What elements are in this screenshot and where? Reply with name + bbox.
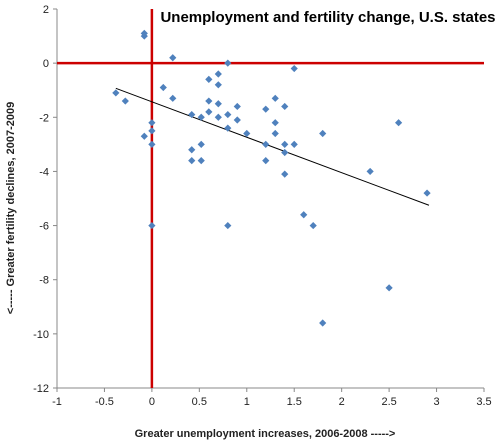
plot-frame <box>56 9 484 389</box>
data-point <box>159 83 167 92</box>
data-point <box>214 81 222 89</box>
data-point <box>281 102 289 111</box>
data-point <box>281 148 289 157</box>
data-point <box>188 157 196 165</box>
data-point <box>148 140 156 148</box>
x-tick-label: -1 <box>52 396 62 408</box>
x-tick-label: 0.5 <box>192 396 207 408</box>
x-tick-label: 2.5 <box>381 396 396 408</box>
data-point <box>205 108 213 116</box>
data-point <box>214 70 222 78</box>
x-tick-label: 3 <box>433 396 439 408</box>
trendline-group <box>115 87 430 206</box>
y-tick-label: -8 <box>39 275 49 287</box>
data-point <box>224 59 232 67</box>
data-point <box>148 119 156 127</box>
data-point <box>385 284 393 292</box>
y-tick-label: 0 <box>43 58 49 70</box>
data-point <box>271 94 279 102</box>
reference-lines <box>57 9 484 388</box>
data-points <box>112 29 431 327</box>
x-tick-label: 1.5 <box>287 396 302 408</box>
data-point <box>188 110 196 119</box>
x-tick-label: 2 <box>339 396 345 408</box>
data-point <box>233 102 241 111</box>
data-point <box>233 116 241 124</box>
data-point <box>290 140 298 148</box>
data-point <box>197 113 205 121</box>
data-point <box>197 157 205 165</box>
data-point <box>188 146 196 154</box>
data-point <box>197 140 205 148</box>
data-point <box>290 64 298 73</box>
y-tick-label: -12 <box>33 383 49 395</box>
data-point <box>214 100 222 108</box>
data-point <box>366 167 374 176</box>
data-point <box>112 89 120 97</box>
x-tick-label: 0 <box>149 396 155 408</box>
data-point <box>281 140 289 148</box>
y-tick-label: -2 <box>39 112 49 124</box>
data-point <box>309 221 317 230</box>
x-tick-label: 1 <box>244 396 250 408</box>
data-point <box>148 221 156 230</box>
y-axis-label: <----- Greater fertility declines, 2007-… <box>5 102 17 314</box>
data-point <box>224 221 232 230</box>
data-point <box>140 132 148 140</box>
data-point <box>271 129 279 138</box>
data-point <box>262 157 270 165</box>
data-point <box>395 119 403 127</box>
data-point <box>300 211 308 219</box>
data-point <box>169 54 177 62</box>
data-point <box>224 110 232 119</box>
x-tick-label: 3.5 <box>476 396 491 408</box>
data-point <box>205 97 213 105</box>
data-point <box>262 105 270 113</box>
data-point <box>148 127 156 135</box>
data-point <box>271 119 279 127</box>
y-tick-label: -6 <box>39 221 49 233</box>
data-point <box>121 97 129 105</box>
x-tick-label: -0.5 <box>95 396 114 408</box>
y-tick-labels: 2 0 -2 -4 -6 -8 -10 -12 <box>33 4 57 395</box>
x-axis-label: Greater unemployment increases, 2006-200… <box>135 428 396 440</box>
data-point <box>319 319 327 327</box>
chart-title: Unemployment and fertility change, U.S. … <box>160 9 495 26</box>
data-point <box>140 29 148 37</box>
y-tick-label: 2 <box>43 4 49 16</box>
data-point <box>243 129 251 138</box>
y-tick-label: -10 <box>33 329 49 341</box>
x-tick-labels: -1 -0.5 0 0.5 1 1.5 2 2.5 3 3.5 <box>52 388 492 408</box>
data-point <box>205 75 213 83</box>
data-point <box>214 113 222 121</box>
data-point <box>169 94 177 102</box>
trendline <box>115 87 430 206</box>
data-point <box>224 124 232 132</box>
data-point <box>262 140 270 148</box>
data-point <box>423 189 431 197</box>
data-point <box>319 129 327 138</box>
data-point <box>281 170 289 178</box>
y-tick-label: -4 <box>39 166 49 178</box>
